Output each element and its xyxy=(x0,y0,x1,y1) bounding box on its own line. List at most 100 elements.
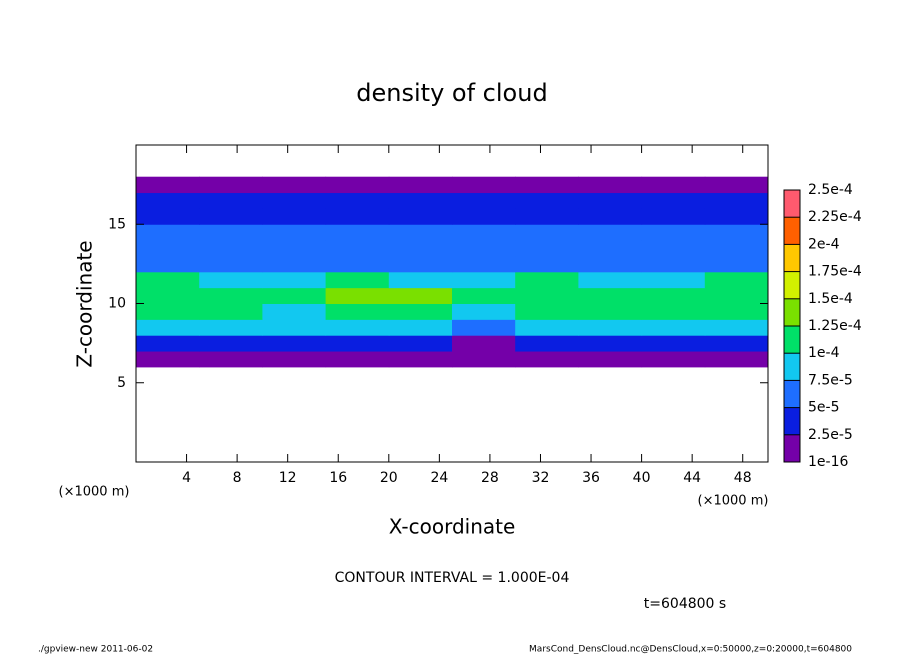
cell xyxy=(199,192,263,209)
cell xyxy=(262,240,327,257)
cell xyxy=(452,287,516,304)
cell xyxy=(641,176,706,194)
y-unit-label: (×1000 m) xyxy=(59,485,130,500)
cell xyxy=(704,192,769,209)
cell xyxy=(578,271,643,289)
colorbar-label: 2.5e-5 xyxy=(808,427,853,443)
colorbar-segment xyxy=(784,326,800,354)
cell xyxy=(262,224,327,241)
footer-right: MarsCond_DensCloud.nc@DensCloud,x=0:5000… xyxy=(529,645,852,654)
cell xyxy=(262,208,327,225)
cell xyxy=(452,240,516,257)
y-tick-label: 5 xyxy=(117,375,126,391)
x-tick-label: 48 xyxy=(734,470,752,486)
colorbar-segment xyxy=(784,434,800,462)
cell xyxy=(515,335,579,352)
x-tick-label: 4 xyxy=(182,470,191,486)
cell xyxy=(388,303,453,320)
cell xyxy=(325,240,390,257)
cell xyxy=(641,224,706,241)
cell xyxy=(704,224,769,241)
cell xyxy=(704,303,769,320)
cell xyxy=(515,240,579,257)
cell xyxy=(325,224,390,241)
y-tick-label: 15 xyxy=(108,216,126,232)
cell xyxy=(388,176,453,194)
cell xyxy=(388,319,453,336)
x-tick-label: 24 xyxy=(430,470,448,486)
colorbar-segment xyxy=(784,298,800,326)
cell xyxy=(578,335,643,352)
cell xyxy=(199,303,263,320)
cell xyxy=(388,192,453,209)
colorbar-segment xyxy=(784,271,800,299)
cell xyxy=(641,271,706,289)
x-tick-label: 36 xyxy=(582,470,600,486)
cell xyxy=(136,192,200,209)
colorbar-label: 7.5e-5 xyxy=(808,372,853,388)
cell xyxy=(578,255,643,273)
cell xyxy=(641,287,706,304)
cell xyxy=(452,208,516,225)
cell xyxy=(388,224,453,241)
cell xyxy=(262,255,327,273)
cell xyxy=(388,208,453,225)
cell xyxy=(515,255,579,273)
cell xyxy=(199,351,263,368)
cell xyxy=(136,303,200,320)
cell xyxy=(262,176,327,194)
cell xyxy=(641,335,706,352)
x-axis-label: X-coordinate xyxy=(389,515,516,539)
cell xyxy=(388,271,453,289)
cell xyxy=(325,335,390,352)
cell xyxy=(641,208,706,225)
cell xyxy=(452,303,516,320)
cell xyxy=(578,319,643,336)
x-tick-label: 20 xyxy=(380,470,398,486)
cell xyxy=(641,192,706,209)
cell xyxy=(578,208,643,225)
cell xyxy=(325,271,390,289)
cell xyxy=(136,255,200,273)
cell xyxy=(262,351,327,368)
cell xyxy=(578,176,643,194)
cell xyxy=(388,255,453,273)
cell xyxy=(578,240,643,257)
cell xyxy=(325,255,390,273)
cell xyxy=(452,335,516,352)
x-tick-label: 28 xyxy=(481,470,499,486)
cell xyxy=(325,176,390,194)
colorbar-segment xyxy=(784,353,800,381)
field xyxy=(136,176,769,368)
colorbar-segment xyxy=(784,380,800,408)
axes: 4 8 12 16 20 24 28 32 36 40 44 48510151e-162.5e-55e… xyxy=(108,144,862,486)
colorbar-label: 2e-4 xyxy=(808,236,840,252)
cell xyxy=(262,335,327,352)
cell xyxy=(704,255,769,273)
cell xyxy=(641,255,706,273)
colorbar-label: 2.25e-4 xyxy=(808,209,862,225)
cell xyxy=(262,192,327,209)
cell xyxy=(136,176,200,194)
cell xyxy=(515,303,579,320)
cell xyxy=(515,224,579,241)
cell xyxy=(515,208,579,225)
colorbar-label: 1.5e-4 xyxy=(808,291,853,307)
colorbar-label: 1.25e-4 xyxy=(808,318,862,334)
x-tick-label: 32 xyxy=(532,470,550,486)
cell xyxy=(515,351,579,368)
cell xyxy=(136,208,200,225)
cell xyxy=(199,255,263,273)
cell xyxy=(325,303,390,320)
cell xyxy=(452,351,516,368)
footer-left: ./gpview-new 2011-06-02 xyxy=(38,645,153,654)
cell xyxy=(136,287,200,304)
cell xyxy=(515,271,579,289)
cell xyxy=(199,335,263,352)
cell xyxy=(641,240,706,257)
y-axis-label: Z-coordinate xyxy=(73,240,97,367)
cell xyxy=(325,208,390,225)
cell xyxy=(578,303,643,320)
cell xyxy=(515,176,579,194)
